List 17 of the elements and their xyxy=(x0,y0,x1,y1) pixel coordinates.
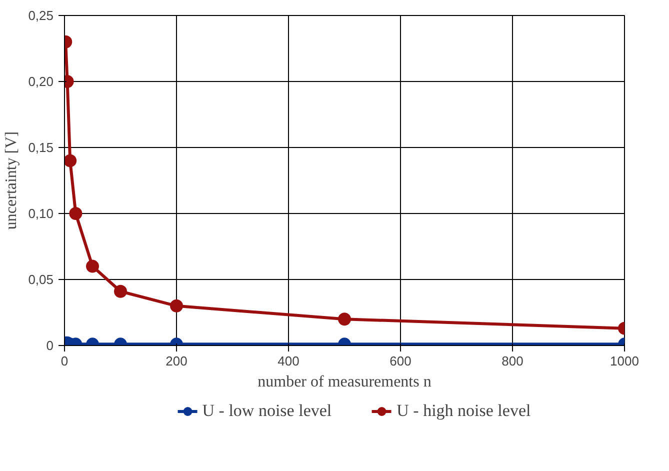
x-tick-label: 0 xyxy=(60,354,68,368)
x-tick-label: 200 xyxy=(166,354,188,368)
y-tick-label: 0,05 xyxy=(28,272,54,287)
x-tick-label: 800 xyxy=(502,354,524,368)
y-tick-label: 0,10 xyxy=(28,206,54,221)
point xyxy=(64,154,77,168)
y-axis-title: uncertainty [V] xyxy=(3,131,20,230)
x-tick-label: 1000 xyxy=(610,354,639,368)
y-tick-label: 0,25 xyxy=(28,8,54,23)
x-tick-label: 400 xyxy=(278,354,300,368)
y-tick-label: 0,20 xyxy=(28,74,54,89)
x-axis-title: number of measurements n xyxy=(258,374,432,390)
legend-label: U - low noise level xyxy=(202,401,332,421)
y-tick-label: 0,15 xyxy=(28,140,54,155)
legend-label: U - high noise level xyxy=(396,401,531,421)
y-tick-label: 0 xyxy=(46,338,54,353)
x-tick-label: 600 xyxy=(390,354,412,368)
